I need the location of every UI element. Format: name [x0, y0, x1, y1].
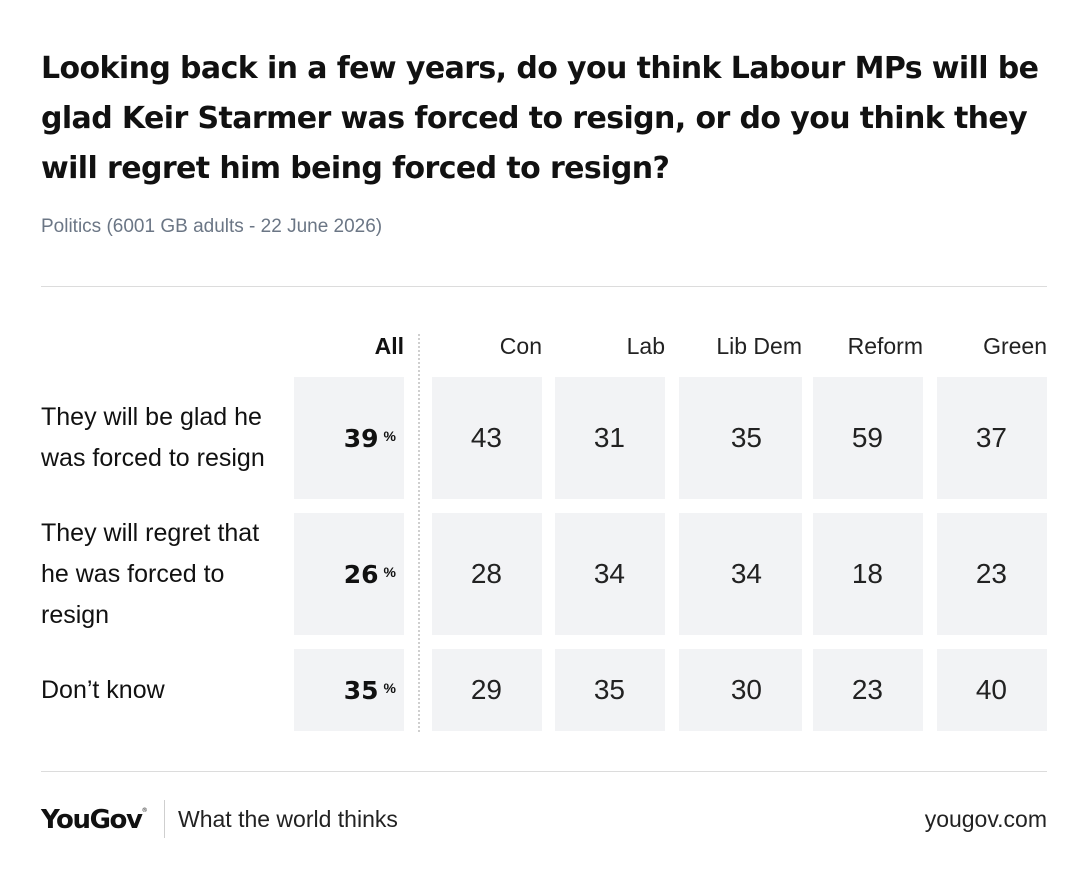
yougov-logo: YouGov® [41, 800, 148, 840]
row-label: Don’t know [41, 675, 165, 704]
footer-separator [164, 800, 165, 838]
value-label: 31 [593, 422, 625, 453]
row-label: They will regret that he was forced to r… [41, 518, 260, 629]
value-label: 39 [343, 423, 379, 453]
value-cell: 37 [937, 377, 1047, 499]
value-label: 35 [730, 422, 762, 453]
column-header-green: Green [983, 333, 1047, 359]
value-cell: 34 [555, 513, 665, 635]
value-label: 59 [851, 422, 883, 453]
value-cell: 30 [679, 649, 802, 731]
percent-sign: % [383, 428, 396, 444]
value-label: 18 [851, 558, 883, 589]
value-label: 26 [343, 559, 379, 589]
all-value-cell: 39% [294, 377, 404, 499]
value-cell: 43 [432, 377, 542, 499]
value-label: 40 [975, 674, 1007, 705]
column-header-lab: Lab [626, 333, 665, 359]
column-header-con: Con [499, 333, 542, 359]
value-cell: 23 [937, 513, 1047, 635]
footer-tagline: What the world thinks [178, 806, 398, 832]
percent-sign: % [383, 564, 396, 580]
percent-sign: % [383, 680, 396, 696]
value-label: 35 [593, 674, 625, 705]
column-header-lib-dem: Lib Dem [716, 333, 802, 359]
column-header-all: All [374, 333, 404, 359]
column-header-reform: Reform [847, 333, 923, 359]
logo-text: YouGov [41, 805, 143, 835]
top-divider [41, 286, 1047, 287]
value-cell: 28 [432, 513, 542, 635]
all-value-cell: 35% [294, 649, 404, 731]
value-label: 29 [470, 674, 502, 705]
all-value-cell: 26% [294, 513, 404, 635]
value-label: 23 [975, 558, 1007, 589]
value-cell: 31 [555, 377, 665, 499]
value-cell: 35 [679, 377, 802, 499]
value-cell: 34 [679, 513, 802, 635]
value-cell: 18 [813, 513, 923, 635]
value-cell: 35 [555, 649, 665, 731]
value-label: 34 [593, 558, 625, 589]
row-label: They will be glad he was forced to resig… [41, 403, 265, 472]
value-label: 43 [470, 422, 502, 453]
value-cell: 59 [813, 377, 923, 499]
value-label: 34 [730, 558, 762, 589]
value-cell: 23 [813, 649, 923, 731]
chart-subtitle: Politics (6001 GB adults - 22 June 2026) [41, 216, 383, 237]
value-label: 23 [851, 674, 883, 705]
chart-title: Looking back in a few years, do you thin… [41, 51, 1039, 186]
value-label: 28 [470, 558, 502, 589]
bottom-divider [41, 771, 1047, 772]
value-label: 30 [730, 674, 762, 705]
value-cell: 29 [432, 649, 542, 731]
value-label: 35 [343, 675, 379, 705]
value-cell: 40 [937, 649, 1047, 731]
footer-site-link[interactable]: yougov.com [924, 806, 1047, 832]
registered-mark: ® [141, 807, 148, 814]
all-column-divider [418, 334, 420, 732]
value-label: 37 [975, 422, 1007, 453]
